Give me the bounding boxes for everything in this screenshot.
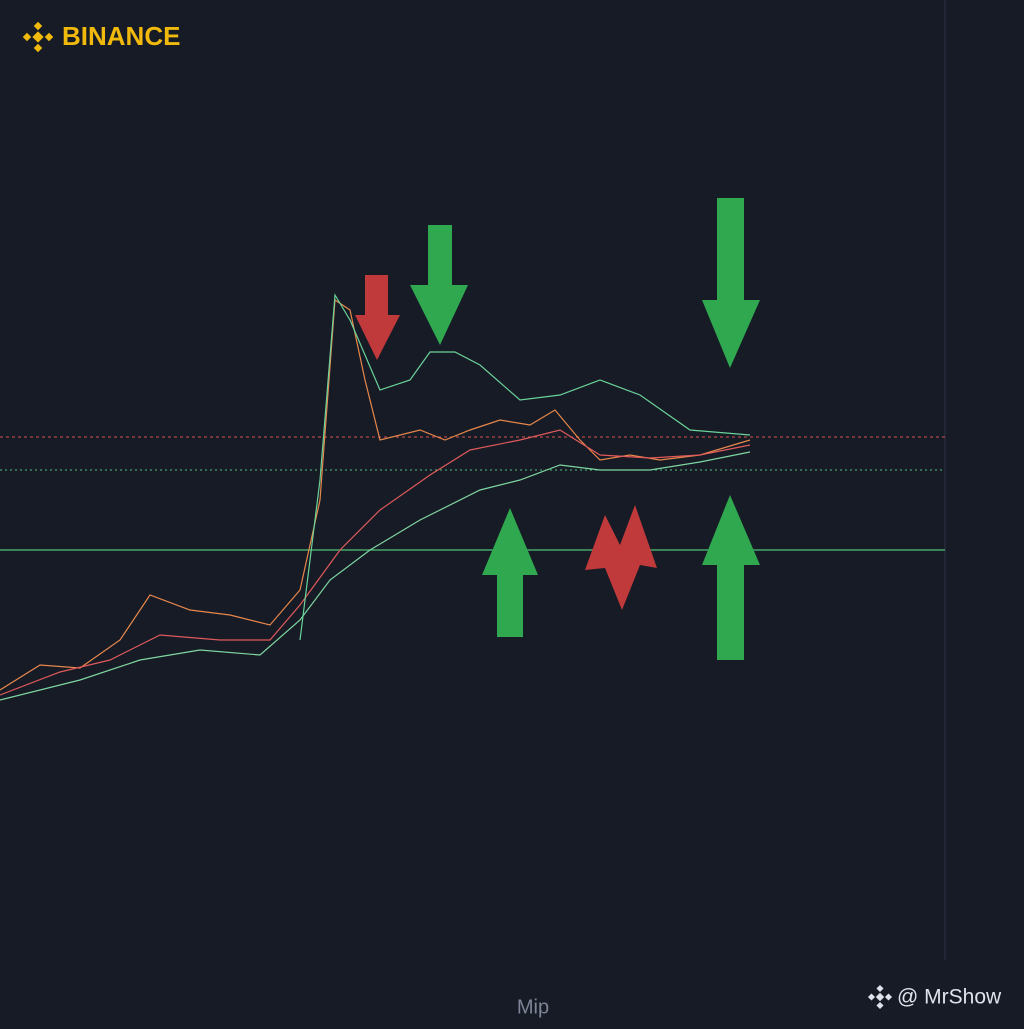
logo-icon [22, 21, 54, 53]
arrow-down-green [702, 198, 760, 368]
signal-arrows [355, 198, 760, 660]
arrow-up-green [482, 508, 538, 637]
arrow-up-green [702, 495, 760, 660]
arrow-down-green [410, 225, 468, 345]
arrow-down-red [355, 275, 400, 360]
logo: BINANCE [22, 21, 180, 53]
watermark: @ MrShow [897, 986, 1002, 1009]
moving-averages [0, 293, 751, 701]
x-axis-title: Mip [517, 996, 549, 1018]
logo-text: BINANCE [62, 21, 180, 51]
arrow-pattern-red [585, 505, 657, 610]
